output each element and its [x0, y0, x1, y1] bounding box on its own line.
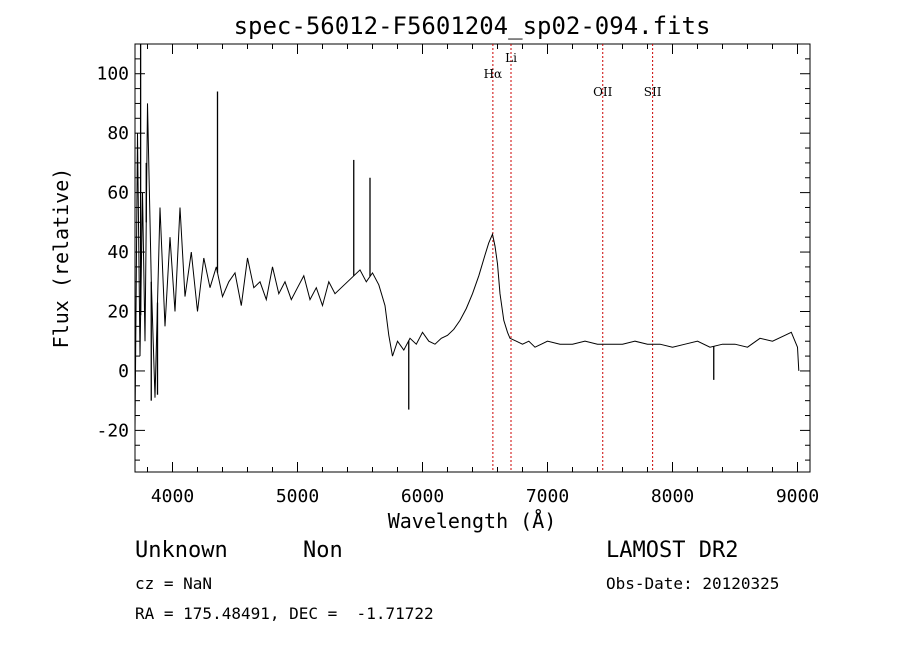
line-marker-label: SII — [644, 85, 662, 99]
x-tick-label: 7000 — [526, 486, 569, 507]
x-tick-label: 8000 — [651, 486, 694, 507]
spectrum-line — [134, 103, 800, 431]
redshift-cz: cz = NaN — [135, 574, 213, 593]
y-tick-label: 20 — [107, 302, 129, 323]
coordinates: RA = 175.48491, DEC = -1.71722 — [135, 604, 434, 623]
plot-frame — [134, 43, 811, 473]
spectrum-spikes — [139, 44, 715, 410]
obs-date: Obs-Date: 20120325 — [606, 574, 780, 593]
y-tick-label: -20 — [96, 420, 129, 441]
y-tick-label: 100 — [96, 64, 129, 85]
y-tick-label: 40 — [107, 242, 129, 263]
x-tick-label: 5000 — [276, 486, 319, 507]
object-class: Unknown — [135, 538, 228, 563]
x-tick-label: 6000 — [401, 486, 444, 507]
x-axis-label: Wavelength (Å) — [388, 509, 557, 533]
line-marker-label: Li — [505, 51, 517, 65]
line-marker-label: OII — [593, 85, 613, 99]
y-axis-label: Flux (relative) — [49, 168, 73, 349]
y-tick-label: 60 — [107, 183, 129, 204]
x-tick-label: 4000 — [151, 486, 194, 507]
object-subclass: Non — [303, 538, 343, 563]
survey-name: LAMOST DR2 — [606, 538, 739, 563]
x-tick-label: 9000 — [776, 486, 819, 507]
chart-title: spec-56012-F5601204_sp02-094.fits — [234, 12, 711, 40]
line-marker-label: Hα — [484, 67, 503, 81]
axis-ticks — [135, 43, 810, 472]
y-tick-label: 80 — [107, 123, 129, 144]
axis-tick-labels: 4000 5000 6000 7000 8000 9000 -20 0 20 40 60 80 100 — [96, 64, 819, 507]
y-tick-label: 0 — [118, 361, 129, 382]
